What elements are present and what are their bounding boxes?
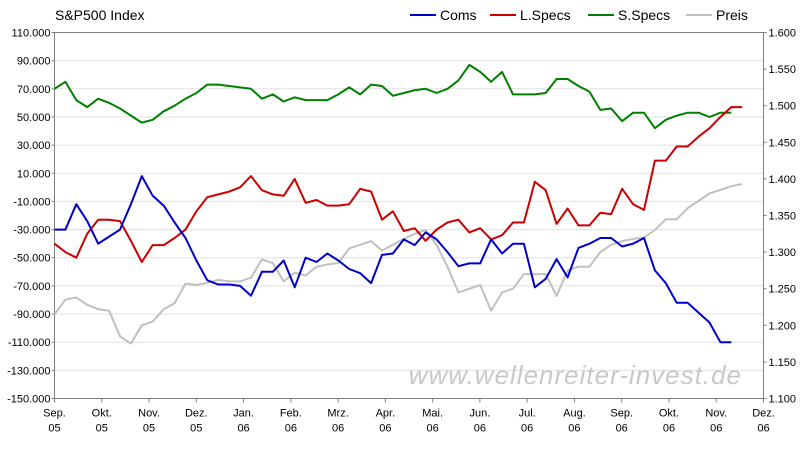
y-left-tick-label: -50.000 (13, 253, 50, 265)
x-tick-label-month: Sep. (610, 408, 633, 420)
y-left-tick-label: -10.000 (13, 196, 50, 208)
legend-label-l-specs: L.Specs (520, 7, 571, 23)
y-right-tick-label: 1.250 (769, 284, 797, 296)
x-tick-label-year: 05 (96, 423, 108, 435)
series-line-preis (53, 183, 743, 345)
series-lines (53, 63, 743, 345)
y-left-tick-label: -90.000 (13, 309, 50, 321)
x-tick-label-year: 06 (379, 423, 391, 435)
y-left-tick-label: 50.000 (17, 112, 51, 124)
y-right-tick-label: 1.350 (769, 211, 797, 223)
x-tick-label-year: 06 (616, 423, 628, 435)
y-left-tick-label: -130.000 (7, 365, 50, 377)
y-left-tick-label: 10.000 (17, 168, 51, 180)
y-right-axis: 1.600 1.550 1.500 1.450 1.400 1.350 1.300 1.250… (763, 28, 797, 406)
x-tick-label-month: Dez. (752, 408, 775, 420)
x-tick-label-month: Nov. (705, 408, 727, 420)
x-tick-label-year: 06 (521, 423, 533, 435)
series-line-l-specs (53, 106, 743, 263)
y-left-tick-label: 30.000 (17, 140, 51, 152)
y-left-tick-label: -110.000 (8, 337, 51, 349)
x-tick-label-month: Nov. (138, 408, 160, 420)
x-tick-label-month: Aug. (563, 408, 586, 420)
series-line-s-specs (53, 63, 732, 130)
y-left-tick-label: -150.000 (7, 394, 50, 406)
y-right-tick-label: 1.500 (769, 101, 797, 113)
y-right-tick-label: 1.550 (769, 64, 797, 76)
x-tick-label-year: 05 (48, 423, 60, 435)
y-right-tick-label: 1.150 (769, 357, 797, 369)
x-tick-label-year: 05 (190, 423, 202, 435)
legend-label-s-specs: S.Specs (618, 7, 670, 23)
x-tick-label-year: 06 (285, 423, 297, 435)
legend-label-preis: Preis (716, 7, 748, 23)
watermark-text: www.wellenreiter-invest.de (409, 360, 742, 390)
y-right-tick-label: 1.100 (769, 394, 797, 406)
legend: Coms L.Specs S.Specs Preis (410, 7, 748, 23)
grid (54, 60, 764, 371)
x-tick-label-month: Jul. (519, 408, 536, 420)
x-axis: Sep. 05 Okt. 05 Nov. 05 Dez. 05 Jan. 06 Feb. 06 Mrz.… (43, 398, 775, 435)
y-left-tick-label: 70.000 (17, 84, 51, 96)
x-tick-label-year: 06 (568, 423, 580, 435)
chart-title: S&P500 Index (55, 7, 145, 23)
x-tick-label-year: 06 (663, 423, 675, 435)
x-tick-label-month: Jun. (470, 408, 491, 420)
x-tick-label-year: 06 (710, 423, 722, 435)
y-right-tick-label: 1.600 (769, 28, 797, 40)
x-tick-label-month: Jan. (233, 408, 254, 420)
x-tick-label-year: 06 (332, 423, 344, 435)
x-tick-label-year: 06 (237, 423, 249, 435)
y-right-tick-label: 1.300 (769, 247, 797, 259)
y-left-axis: 110.000 90.000 70.000 50.000 30.000 10.000 -10… (7, 28, 55, 406)
x-tick-label-month: Okt. (92, 408, 112, 420)
y-right-tick-label: 1.200 (769, 320, 797, 332)
x-tick-label-month: Feb. (280, 408, 302, 420)
legend-label-coms: Coms (440, 7, 477, 23)
y-left-tick-label: -30.000 (13, 225, 50, 237)
x-tick-label-month: Mrz. (327, 408, 348, 420)
y-left-tick-label: -70.000 (13, 281, 50, 293)
y-left-tick-label: 110.000 (12, 28, 51, 40)
y-right-tick-label: 1.400 (769, 174, 797, 186)
x-tick-label-month: Dez. (185, 408, 208, 420)
x-tick-label-month: Apr. (376, 408, 396, 420)
x-tick-label-month: Mai. (422, 408, 443, 420)
x-tick-label-year: 06 (757, 423, 769, 435)
series-line-coms (54, 175, 732, 344)
x-tick-label-year: 05 (143, 423, 155, 435)
y-right-tick-label: 1.450 (769, 137, 797, 149)
x-tick-label-year: 06 (474, 423, 486, 435)
x-tick-label-month: Sep. (43, 408, 66, 420)
x-tick-label-month: Okt. (659, 408, 679, 420)
y-left-tick-label: 90.000 (17, 56, 51, 68)
x-tick-label-year: 06 (427, 423, 439, 435)
